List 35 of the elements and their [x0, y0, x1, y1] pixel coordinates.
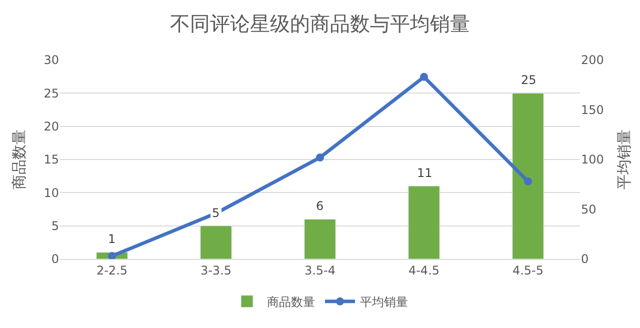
- y2-tick-label: 100: [581, 152, 604, 167]
- x-tick-label: 4.5-5: [512, 263, 544, 278]
- bar: [200, 226, 232, 259]
- y2-tick-label: 200: [581, 53, 604, 68]
- point: [108, 252, 116, 259]
- y-tick-label: 30: [44, 53, 59, 68]
- data-label: 25: [521, 73, 536, 87]
- y-tick-label: 15: [44, 152, 59, 167]
- x-tick-label: 2-2.5: [96, 263, 128, 278]
- point: [316, 154, 324, 162]
- bar: [304, 218, 336, 259]
- y2-tick-label: 0: [581, 252, 589, 266]
- legend-label: 商品数量: [267, 295, 315, 310]
- y-axis-title: 商品数量: [10, 130, 28, 190]
- point: [524, 177, 532, 186]
- y2-axis-title: 平均销量: [614, 130, 633, 190]
- x-tick-label: 4-4.5: [408, 263, 440, 278]
- y-tick-label: 5: [51, 219, 59, 234]
- chart-title: 不同评论星级的商品数与平均销量: [170, 11, 470, 36]
- bar: [512, 92, 544, 259]
- data-label: 1: [108, 232, 116, 246]
- data-label: 11: [417, 166, 432, 180]
- y-tick-label: 10: [44, 186, 59, 200]
- y2-tick-label: 150: [581, 102, 604, 117]
- x-tick-label: 3.5-4: [304, 263, 336, 278]
- bar: [408, 186, 440, 259]
- y-tick-label: 25: [44, 86, 59, 100]
- legend-label: 平均销量: [360, 295, 408, 310]
- data-label: 5: [212, 206, 220, 220]
- y-tick-label: 20: [44, 120, 59, 134]
- y2-tick-label: 50: [581, 202, 596, 216]
- y-tick-label: 0: [51, 252, 59, 266]
- point: [420, 72, 428, 81]
- x-tick-label: 3-3.5: [200, 263, 232, 278]
- data-label: 6: [316, 199, 324, 213]
